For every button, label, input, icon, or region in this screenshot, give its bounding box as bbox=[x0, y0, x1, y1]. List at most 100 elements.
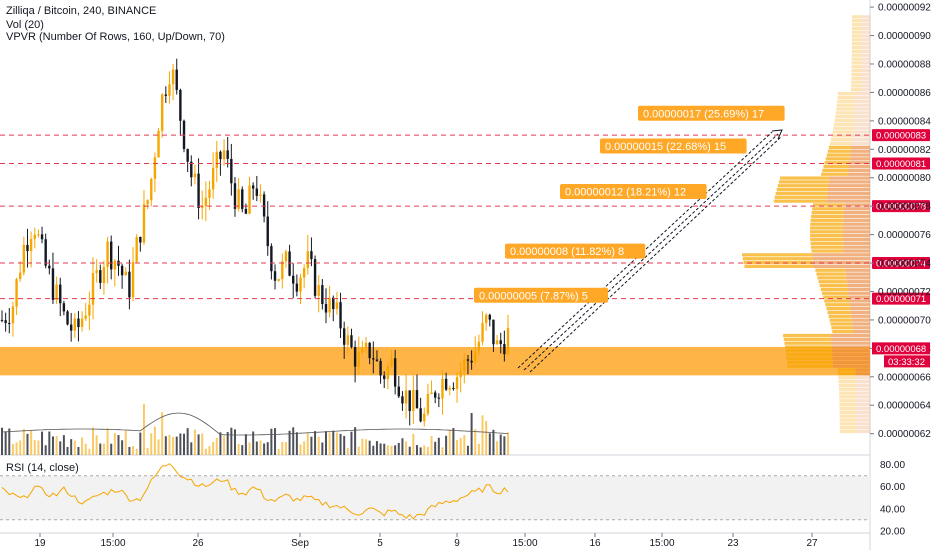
volume-bar bbox=[1, 427, 3, 455]
candle-body bbox=[59, 284, 62, 304]
candles[interactable] bbox=[0, 58, 510, 427]
vpvr-row-up bbox=[821, 172, 849, 176]
vpvr-row-up bbox=[851, 49, 862, 54]
level-badge bbox=[872, 257, 930, 270]
vpvr-row-down bbox=[844, 203, 870, 207]
vpvr-row-down bbox=[852, 322, 870, 326]
volume-bar bbox=[223, 436, 226, 455]
volume-bar bbox=[310, 436, 313, 455]
vpvr-row-down bbox=[856, 406, 870, 411]
vpvr-row-up bbox=[832, 130, 854, 134]
candle-body bbox=[306, 251, 309, 269]
vpvr-row-up bbox=[811, 249, 844, 253]
vpvr-row-down bbox=[812, 257, 870, 261]
vpvr-row-down bbox=[856, 418, 870, 422]
candle-body bbox=[273, 271, 277, 281]
vpvr-row-up bbox=[851, 38, 862, 42]
price-axis[interactable]: 0.00000083 0.00000081 0.00000078 0.00000074… bbox=[870, 3, 931, 538]
candle-body bbox=[201, 206, 204, 209]
candle-body bbox=[321, 285, 324, 305]
candle-body bbox=[157, 130, 160, 158]
horizontal-levels[interactable] bbox=[0, 134, 870, 300]
candle-body bbox=[190, 161, 193, 178]
vpvr-row-up bbox=[810, 226, 844, 230]
vpvr-row-down bbox=[848, 168, 870, 173]
vpvr-row-up bbox=[851, 68, 862, 73]
vpvr-row-down bbox=[861, 68, 870, 73]
candle-body bbox=[390, 358, 393, 367]
candle-body bbox=[328, 297, 331, 313]
volume-bar bbox=[237, 443, 240, 455]
vpvr-row-up bbox=[773, 199, 827, 203]
candle-body bbox=[179, 89, 182, 121]
vpvr-row-up bbox=[838, 387, 857, 391]
candle-body bbox=[168, 84, 171, 96]
vpvr-row-up bbox=[743, 260, 814, 265]
vpvr-row-up bbox=[850, 88, 862, 92]
vpvr-row-down bbox=[843, 226, 870, 230]
volume-bar bbox=[142, 403, 145, 455]
candle-body bbox=[11, 306, 15, 324]
candle-body bbox=[346, 335, 350, 345]
price-tick-label: 0.00000088 bbox=[878, 59, 931, 70]
candle-body bbox=[415, 390, 419, 409]
vpvr-row-up bbox=[826, 153, 851, 157]
time-axis[interactable]: 19 15:00 26 Sep 5 9 15:00 16 15:00 23 27 bbox=[34, 533, 818, 549]
volume-bar bbox=[215, 437, 218, 455]
candle-body bbox=[135, 236, 138, 262]
candle-body bbox=[419, 408, 422, 422]
rsi-tick-label: 20.00 bbox=[880, 526, 905, 537]
rsi-legend: RSI (14, close) bbox=[6, 462, 79, 474]
candle-body bbox=[37, 234, 40, 236]
candle-body bbox=[463, 359, 466, 371]
volume-bar bbox=[354, 427, 357, 455]
volume-bar bbox=[306, 433, 309, 455]
vpvr-row-down bbox=[861, 45, 870, 50]
candle-body bbox=[455, 377, 459, 389]
volume-bar bbox=[397, 442, 400, 455]
vpvr-legend: VPVR (Number Of Rows, 160, Up/Down, 70) bbox=[6, 31, 225, 43]
volume-bar bbox=[284, 442, 287, 455]
volume-bar bbox=[474, 429, 477, 455]
annotation-label: 0.00000008 (11.82%) 8 bbox=[510, 246, 624, 258]
vpvr-row-down bbox=[861, 19, 870, 23]
candle-body bbox=[69, 324, 73, 331]
annotations[interactable]: 0.00000017 (25.69%) 17 0.00000015 (22.68%… bbox=[474, 105, 785, 303]
volume-bar bbox=[343, 435, 346, 455]
vpvr-row-up bbox=[779, 176, 830, 180]
vpvr-row-up bbox=[827, 310, 851, 315]
candle-body bbox=[230, 158, 233, 184]
vpvr-row-down bbox=[848, 172, 870, 176]
volume-bar bbox=[463, 435, 466, 455]
vpvr-row-down bbox=[852, 134, 870, 138]
candle-body bbox=[248, 185, 251, 214]
candle-body bbox=[51, 268, 55, 300]
vpvr-row-down bbox=[852, 326, 870, 330]
vpvr-row-down bbox=[831, 337, 870, 341]
volume-bar bbox=[132, 446, 135, 455]
trend-arrows[interactable] bbox=[517, 129, 783, 373]
vpvr-row-down bbox=[832, 349, 870, 353]
vpvr-row-up bbox=[829, 318, 852, 322]
vpvr-row-down bbox=[849, 164, 870, 169]
volume-bar bbox=[241, 445, 244, 455]
candle-body bbox=[357, 352, 360, 367]
volume-bar bbox=[448, 430, 451, 455]
volume-bar bbox=[339, 433, 342, 455]
candle-body bbox=[102, 267, 106, 283]
volume-bar bbox=[445, 435, 448, 455]
vpvr-row-up bbox=[829, 141, 852, 146]
volume-bar bbox=[481, 415, 484, 455]
volume-bar bbox=[328, 432, 331, 455]
vpvr-row-down bbox=[854, 115, 870, 119]
candle-body bbox=[146, 200, 149, 205]
candle-body bbox=[393, 358, 397, 387]
candle-body bbox=[292, 275, 295, 284]
candle-body bbox=[353, 347, 357, 367]
candle-body bbox=[452, 387, 455, 389]
vpvr-row-up bbox=[838, 383, 856, 388]
vpvr-row-up bbox=[775, 191, 828, 196]
candle-body bbox=[15, 279, 18, 307]
countdown-label: 03:33:32 bbox=[888, 357, 925, 368]
